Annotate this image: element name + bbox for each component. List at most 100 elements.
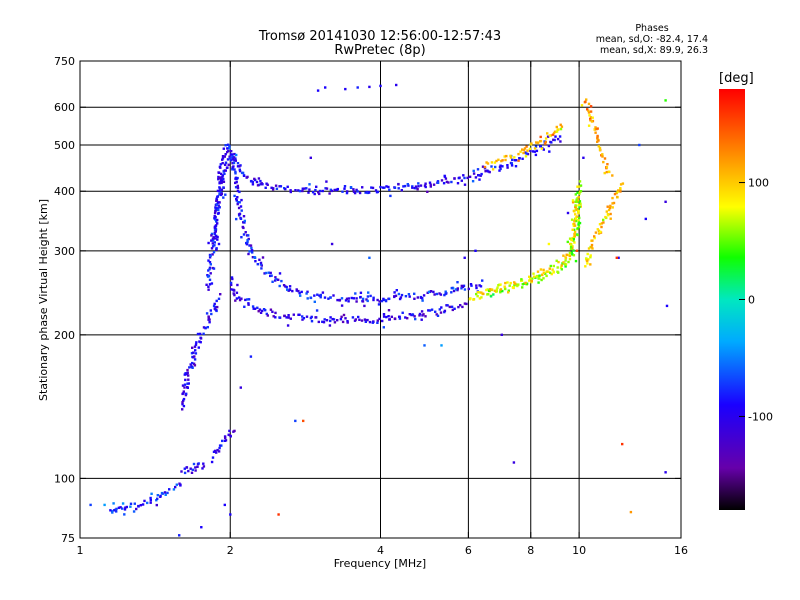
data-point: [297, 289, 300, 293]
data-point: [183, 386, 186, 389]
data-point: [301, 187, 304, 190]
x-tick-label: 16: [674, 544, 688, 557]
data-point: [589, 110, 593, 113]
data-point: [191, 361, 194, 365]
data-point: [298, 189, 302, 193]
data-point: [186, 382, 189, 385]
data-point: [503, 155, 506, 158]
data-point: [571, 245, 574, 248]
data-point: [223, 439, 227, 442]
data-point: [536, 141, 539, 144]
data-point: [283, 314, 286, 318]
data-point: [568, 251, 572, 255]
data-point: [340, 315, 343, 318]
data-point: [184, 372, 187, 375]
data-point: [496, 286, 499, 289]
data-point: [374, 189, 378, 192]
data-point: [321, 291, 325, 294]
data-point: [238, 296, 241, 299]
colorbar-tick-label: -100: [748, 410, 773, 423]
data-point: [611, 196, 614, 200]
data-point: [613, 192, 617, 196]
data-point: [354, 292, 357, 295]
data-point: [564, 259, 567, 262]
data-point: [239, 205, 243, 208]
data-point: [327, 297, 330, 300]
data-point: [218, 192, 221, 195]
data-point: [573, 210, 576, 213]
data-point: [229, 281, 233, 285]
data-point: [279, 185, 283, 188]
data-point: [251, 305, 255, 308]
data-point: [236, 184, 239, 188]
data-point: [517, 152, 520, 156]
data-point: [385, 315, 388, 319]
data-point: [596, 127, 599, 130]
data-point: [456, 288, 459, 292]
data-point: [109, 509, 112, 512]
colorbar-label: [deg]: [719, 71, 754, 86]
data-point: [609, 204, 612, 208]
data-point: [220, 176, 223, 179]
data-point: [367, 291, 370, 294]
data-point: [598, 146, 602, 150]
data-point: [209, 254, 212, 257]
data-point: [418, 314, 421, 317]
data-point: [229, 153, 233, 156]
data-point: [353, 319, 357, 322]
data-point: [521, 157, 524, 160]
data-point: [205, 312, 209, 315]
data-point: [234, 181, 237, 185]
data-point: [534, 276, 537, 279]
data-point: [231, 158, 235, 161]
data-point: [475, 286, 478, 290]
data-point: [530, 142, 533, 145]
data-point: [572, 237, 575, 241]
data-point: [208, 267, 211, 271]
data-point: [471, 180, 475, 183]
data-point: [555, 130, 559, 133]
data-point: [531, 277, 534, 280]
data-point: [187, 469, 190, 473]
data-point: [590, 246, 593, 249]
data-point: [259, 179, 262, 183]
data-point: [462, 174, 465, 177]
data-point: [285, 316, 288, 319]
data-point: [479, 285, 483, 288]
data-point: [524, 281, 527, 285]
data-point: [495, 288, 499, 291]
data-point: [208, 283, 212, 286]
data-point: [248, 250, 251, 253]
data-point: [246, 175, 249, 179]
data-point: [513, 156, 516, 159]
data-point: [611, 206, 614, 209]
data-point: [314, 316, 317, 319]
data-point: [486, 288, 489, 291]
data-point: [393, 186, 397, 189]
data-point: [233, 289, 236, 292]
data-point: [207, 285, 210, 288]
data-point: [499, 167, 502, 171]
data-point: [578, 180, 582, 183]
data-point: [210, 460, 214, 464]
data-point: [220, 192, 223, 195]
data-point: [189, 467, 192, 470]
data-point: [341, 190, 344, 193]
data-point: [192, 462, 196, 466]
data-point: [332, 318, 336, 321]
data-point: [420, 318, 423, 321]
data-point: [368, 320, 372, 324]
data-point: [478, 291, 481, 294]
data-point: [224, 153, 227, 156]
data-point: [213, 241, 216, 244]
data-point: [589, 256, 592, 259]
data-point: [224, 144, 227, 147]
data-point: [433, 293, 436, 296]
data-point: [572, 249, 575, 252]
data-point: [524, 155, 528, 158]
data-point: [223, 172, 226, 175]
data-point: [208, 278, 212, 281]
data-point: [182, 397, 186, 401]
data-point: [577, 219, 580, 222]
data-point: [584, 100, 587, 103]
